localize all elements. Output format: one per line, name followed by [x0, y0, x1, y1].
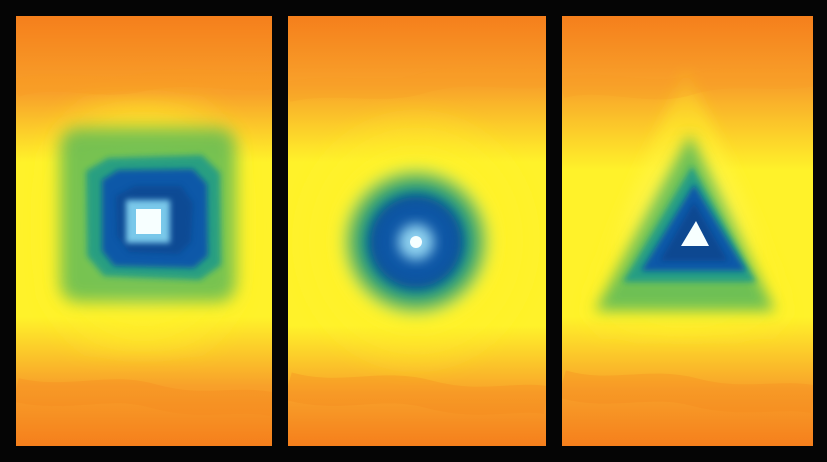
triangle-watercolor-art	[562, 16, 813, 446]
square-white-center	[136, 209, 161, 234]
triangle-watercolor-panel	[562, 16, 813, 446]
square-watercolor-art	[16, 16, 272, 446]
square-top-wash-stroke	[16, 68, 272, 97]
triangle-top-wash-stroke	[562, 66, 813, 100]
triangle-white-center	[681, 221, 709, 246]
square-bottom-wash-stroke	[16, 378, 272, 416]
circle-white-center	[410, 236, 422, 248]
square-watercolor-panel	[16, 16, 272, 446]
circle-bottom-wash-stroke	[288, 372, 546, 415]
triangle-bottom-wash-stroke	[562, 370, 813, 413]
circle-top-wash-stroke	[288, 66, 546, 102]
circle-watercolor-art	[288, 16, 546, 446]
circle-watercolor-panel	[288, 16, 546, 446]
